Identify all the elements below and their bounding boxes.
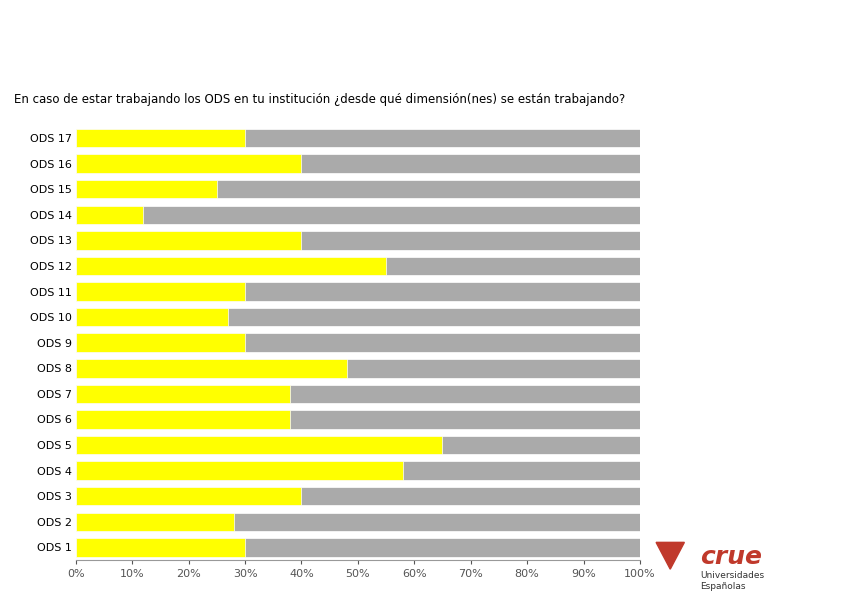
Bar (76, 384, 290, 403)
Bar (76, 231, 301, 250)
Bar (76, 436, 640, 454)
Bar (76, 359, 347, 377)
Bar (76, 513, 234, 531)
Bar (76, 461, 403, 480)
Bar (76, 154, 640, 173)
Bar (76, 487, 301, 505)
Bar (76, 334, 245, 352)
Bar (76, 538, 640, 557)
Bar (76, 180, 217, 198)
Bar (76, 206, 640, 224)
Bar (76, 129, 640, 147)
Bar (76, 231, 640, 250)
Bar (76, 283, 245, 301)
Bar (76, 410, 290, 429)
Bar (76, 410, 640, 429)
Bar (76, 257, 640, 275)
Bar (76, 308, 228, 327)
Bar (76, 180, 640, 198)
Text: En caso de estar trabajando los ODS en tu institución ¿desde qué dimensión(nes) : En caso de estar trabajando los ODS en t… (14, 94, 626, 106)
Bar (76, 129, 245, 147)
Bar (76, 513, 640, 531)
Bar (76, 538, 245, 557)
Bar (76, 154, 301, 173)
Bar (76, 487, 640, 505)
Text: Universidades
Españolas: Universidades Españolas (701, 572, 765, 591)
Bar (76, 257, 386, 275)
Bar (76, 461, 640, 480)
Polygon shape (656, 542, 685, 569)
Bar (76, 334, 640, 352)
Bar (76, 206, 143, 224)
Bar (76, 283, 640, 301)
Bar (76, 308, 640, 327)
Text: 3. ODS y gestión universitaria: 3. ODS y gestión universitaria (21, 23, 585, 57)
Text: crue: crue (701, 545, 763, 569)
Bar (76, 384, 640, 403)
Bar (76, 359, 640, 377)
Bar (76, 436, 443, 454)
